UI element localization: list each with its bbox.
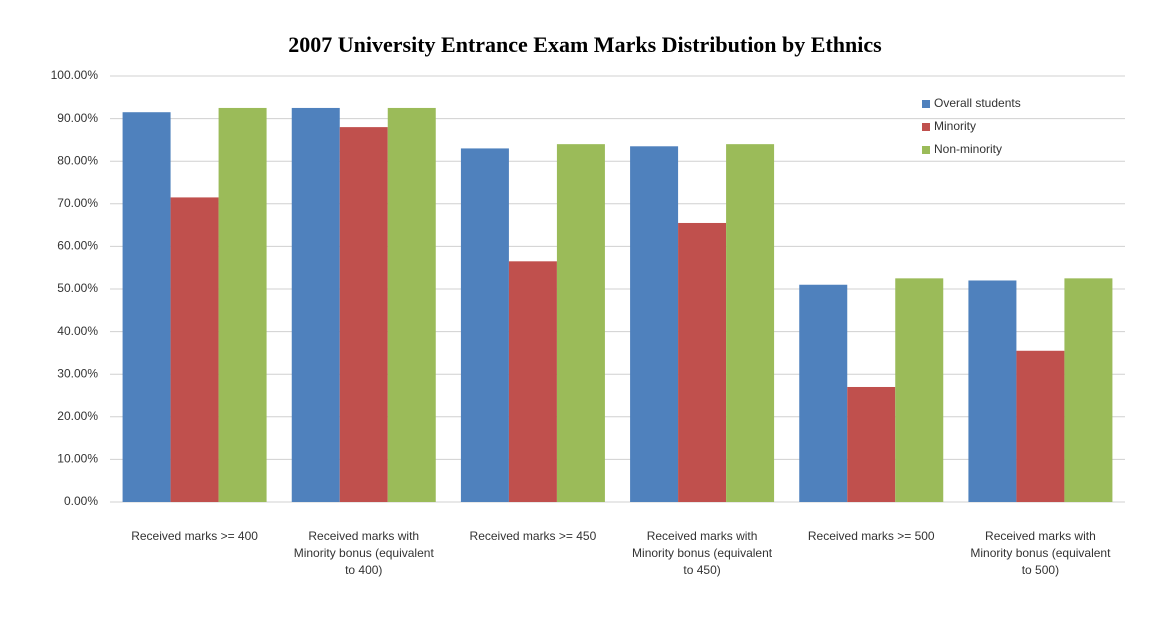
x-tick-label: Received marks with Minority bonus (equi… bbox=[632, 529, 773, 577]
legend-label: Non-minority bbox=[934, 142, 1002, 156]
bar bbox=[630, 146, 679, 503]
bar bbox=[968, 280, 1017, 502]
y-tick-label: 20.00% bbox=[57, 409, 98, 423]
bar bbox=[678, 222, 727, 502]
bar bbox=[122, 112, 171, 503]
bar bbox=[218, 107, 267, 502]
x-tick-label: Received marks with Minority bonus (equi… bbox=[293, 529, 434, 577]
y-tick-label: 30.00% bbox=[57, 366, 98, 380]
legend-swatch bbox=[922, 100, 930, 108]
bar bbox=[339, 127, 388, 503]
y-tick-label: 50.00% bbox=[57, 281, 98, 295]
bar bbox=[170, 197, 219, 502]
bar bbox=[726, 144, 775, 502]
legend-label: Overall students bbox=[934, 96, 1021, 110]
y-tick-label: 40.00% bbox=[57, 324, 98, 338]
bar bbox=[847, 386, 896, 502]
y-tick-label: 80.00% bbox=[57, 153, 98, 167]
bar bbox=[387, 107, 436, 502]
bar bbox=[1016, 350, 1065, 502]
y-tick-label: 90.00% bbox=[57, 111, 98, 125]
bar bbox=[291, 107, 340, 502]
bar bbox=[799, 284, 848, 502]
bar bbox=[1064, 278, 1113, 502]
x-tick-label: Received marks with Minority bonus (equi… bbox=[970, 529, 1111, 577]
x-tick-label: Received marks >= 400 bbox=[131, 529, 258, 543]
legend-label: Minority bbox=[934, 119, 976, 133]
y-tick-label: 70.00% bbox=[57, 196, 98, 210]
y-tick-label: 60.00% bbox=[57, 239, 98, 253]
bar bbox=[556, 144, 605, 502]
bar bbox=[895, 278, 944, 502]
x-tick-label: Received marks >= 450 bbox=[469, 529, 597, 543]
bar bbox=[508, 261, 557, 502]
legend-swatch bbox=[922, 146, 930, 154]
legend-swatch bbox=[922, 123, 930, 131]
x-tick-label: Received marks >= 500 bbox=[807, 529, 935, 543]
y-tick-label: 0.00% bbox=[64, 494, 98, 508]
chart-title: 2007 University Entrance Exam Marks Dist… bbox=[288, 32, 882, 57]
y-tick-label: 100.00% bbox=[51, 68, 99, 82]
y-tick-label: 10.00% bbox=[57, 452, 98, 466]
bar bbox=[460, 148, 509, 503]
